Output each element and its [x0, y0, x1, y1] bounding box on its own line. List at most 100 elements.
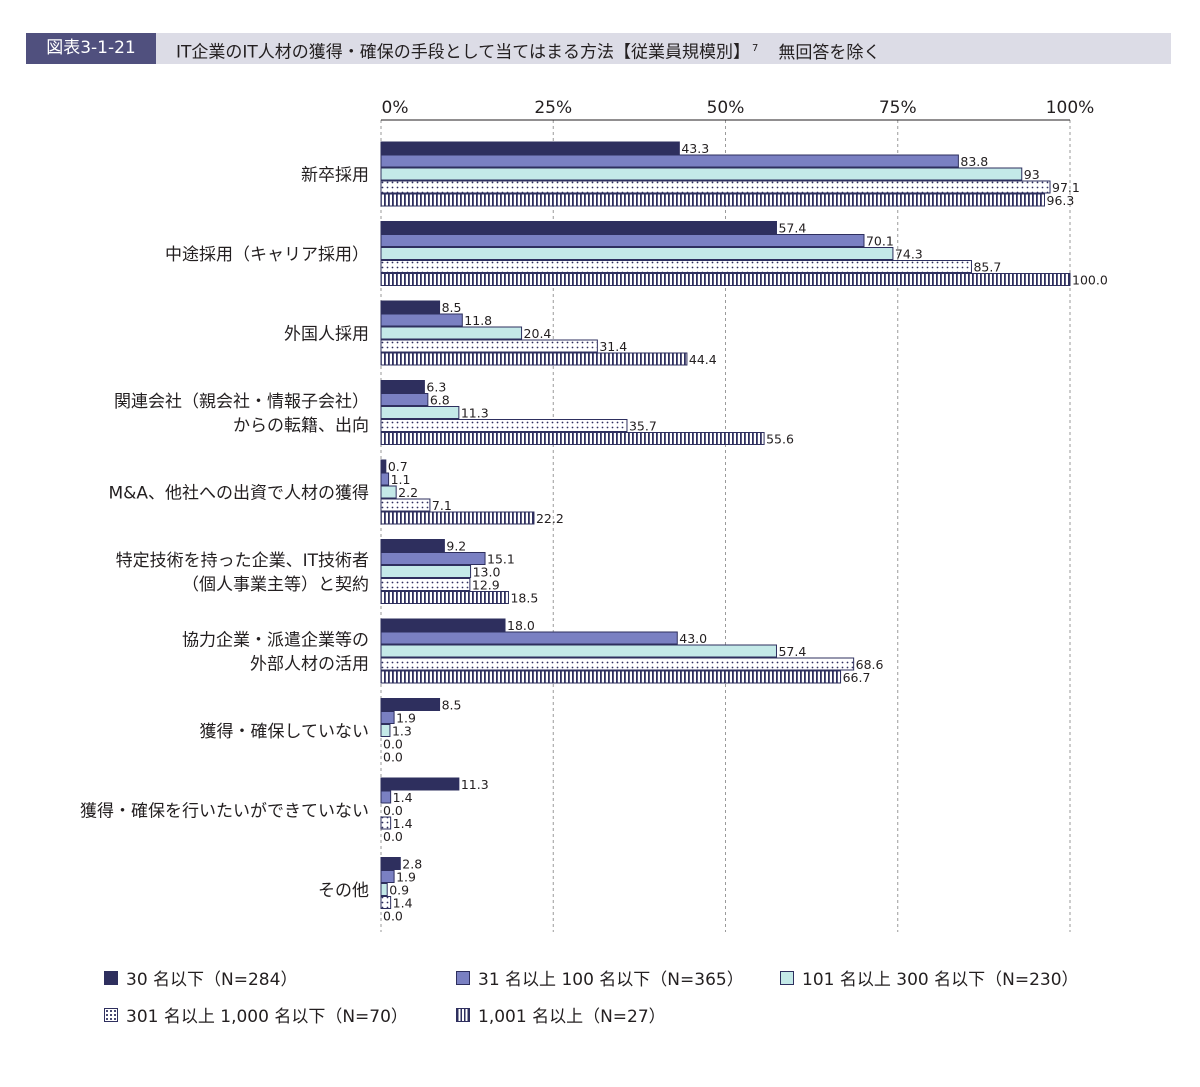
data-label: 57.4 — [778, 644, 806, 659]
legend-item-30-or-less: 30 名以下（N=284） — [104, 965, 297, 990]
data-label: 1.3 — [392, 724, 412, 739]
bar-series-2 — [380, 711, 395, 724]
data-label: 0.0 — [383, 829, 403, 844]
data-label: 97.1 — [1052, 180, 1080, 195]
legend-swatch-solid-purple-icon — [456, 970, 470, 985]
category-label: 外部人材の活用 — [250, 655, 369, 675]
data-label: 70.1 — [866, 234, 894, 249]
data-label: 85.7 — [973, 260, 1001, 275]
legend-label: 101 名以上 300 名以下（N=230） — [802, 970, 1079, 990]
legend-swatch-solid-dark-icon — [104, 970, 118, 985]
bar-series-1 — [380, 777, 460, 791]
legend-swatch-solid-teal-icon — [780, 970, 794, 985]
data-label: 44.4 — [689, 352, 717, 367]
bar-series-2 — [380, 552, 486, 565]
bar-series-3 — [380, 485, 397, 499]
data-label: 0.0 — [383, 909, 403, 924]
category-label: からの転籍、出向 — [233, 416, 369, 436]
bar-series-3 — [380, 724, 391, 737]
bar-series-3 — [380, 167, 1023, 181]
data-label: 1.4 — [393, 816, 413, 831]
bar-series-2 — [380, 472, 390, 486]
data-label: 8.5 — [442, 300, 462, 315]
category-label: 外国人採用 — [284, 325, 369, 345]
legend-label: 301 名以上 1,000 名以下（N=70） — [126, 1007, 408, 1027]
data-label: 0.0 — [383, 803, 403, 818]
bar-series-2 — [380, 393, 429, 406]
bar-series-2 — [380, 154, 959, 168]
bar-series-3 — [380, 406, 460, 419]
legend-label: 30 名以下（N=284） — [126, 970, 298, 990]
data-label: 2.2 — [398, 485, 418, 500]
legend-swatch-striped-icon — [456, 1007, 470, 1022]
legend-label: 31 名以上 100 名以下（N=365） — [478, 970, 744, 990]
bar-series-5 — [380, 193, 1046, 207]
figure-header: 図表3-1-21 IT企業のIT人材の獲得・確保の手段として当てはまる方法【従業… — [26, 33, 1171, 64]
data-label: 0.7 — [388, 459, 408, 474]
data-label: 13.0 — [473, 565, 501, 580]
category-label: 協力企業・派遣企業等の — [182, 631, 369, 651]
data-label: 57.4 — [778, 221, 806, 236]
bar-series-2 — [380, 870, 395, 883]
data-label: 11.8 — [464, 313, 492, 328]
data-label: 11.3 — [461, 406, 489, 421]
footnote-marker: 7 — [751, 43, 759, 54]
bar-series-3 — [380, 326, 523, 340]
bar-series-5 — [380, 670, 842, 684]
legend-swatch-dotted-icon — [104, 1007, 118, 1022]
legend-item-301-1000: 301 名以上 1,000 名以下（N=70） — [104, 1002, 408, 1027]
bar-series-4 — [380, 657, 855, 671]
bar-series-3 — [380, 883, 388, 896]
data-label: 0.0 — [383, 750, 403, 765]
x-tick-label: 100% — [1046, 98, 1095, 118]
legend-item-1001-plus: 1,001 名以上（N=27） — [456, 1002, 666, 1027]
legend-item-101-300: 101 名以上 300 名以下（N=230） — [780, 965, 1079, 990]
data-label: 74.3 — [895, 247, 923, 262]
category-label: 獲得・確保を行いたいができていない — [80, 802, 369, 822]
data-label: 1.1 — [391, 472, 411, 487]
data-label: 55.6 — [766, 432, 794, 447]
data-label: 100.0 — [1072, 273, 1108, 288]
data-label: 0.0 — [383, 737, 403, 752]
figure-note: 無回答を除く — [778, 42, 881, 63]
data-label: 43.0 — [679, 631, 707, 646]
data-label: 66.7 — [843, 670, 871, 685]
bar-series-2 — [380, 631, 678, 645]
data-label: 8.5 — [442, 698, 462, 713]
data-label: 83.8 — [960, 154, 988, 169]
bar-series-1 — [380, 698, 441, 711]
data-label: 1.4 — [393, 790, 413, 805]
data-label: 22.2 — [536, 511, 564, 526]
data-label: 11.3 — [461, 777, 489, 792]
bar-series-5 — [380, 591, 509, 604]
bar-series-1 — [380, 539, 445, 552]
figure-number-badge: 図表3-1-21 — [26, 33, 156, 64]
data-label: 6.8 — [430, 393, 450, 408]
bar-series-1 — [380, 857, 401, 870]
category-label: 新卒採用 — [301, 166, 369, 186]
bar-series-4 — [380, 180, 1051, 194]
bar-series-2 — [380, 313, 463, 327]
bar-series-4 — [380, 419, 628, 432]
category-label: 関連会社（親会社・情報子会社） — [114, 392, 369, 412]
legend-label: 1,001 名以上（N=27） — [478, 1007, 666, 1027]
bar-series-2 — [380, 790, 392, 804]
category-label: その他 — [318, 881, 369, 901]
category-label: M&A、他社への出資で人材の獲得 — [108, 484, 369, 504]
bar-series-4 — [380, 260, 972, 273]
bar-series-1 — [380, 380, 425, 393]
data-label: 31.4 — [599, 339, 627, 354]
x-tick-label: 0% — [382, 98, 409, 118]
data-label: 1.4 — [393, 896, 413, 911]
data-label: 9.2 — [446, 539, 466, 554]
bar-series-4 — [380, 339, 598, 353]
data-label: 1.9 — [396, 870, 416, 885]
bar-series-3 — [380, 247, 894, 260]
bar-series-5 — [380, 273, 1071, 286]
data-label: 6.3 — [426, 380, 446, 395]
bar-series-4 — [380, 816, 392, 830]
bar-series-1 — [380, 459, 387, 473]
category-label: （個人事業主等）と契約 — [182, 575, 369, 595]
category-label: 獲得・確保していない — [200, 722, 370, 742]
